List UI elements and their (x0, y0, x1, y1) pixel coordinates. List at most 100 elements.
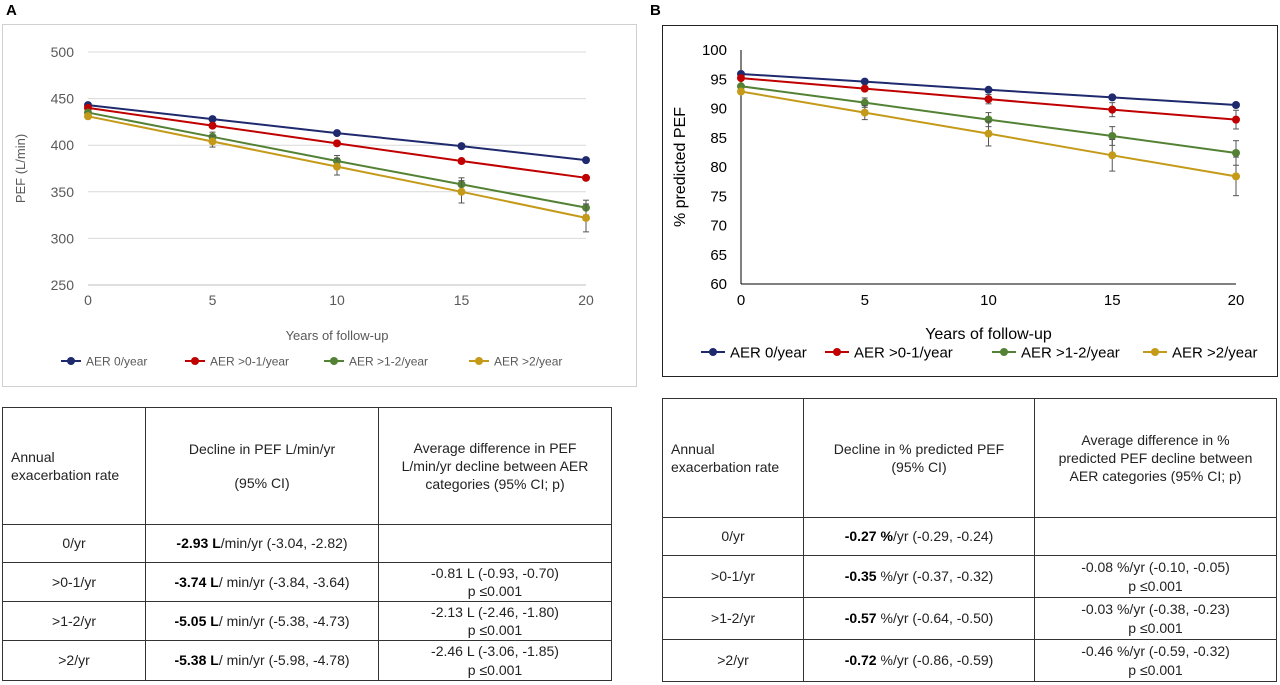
legend-label: AER 0/year (730, 344, 807, 361)
row-diff-value: -0.08 %/yr (-0.10, -0.05) (1081, 559, 1230, 576)
table-b: Annual exacerbation rate Decline in % pr… (662, 398, 1277, 682)
header-line: exacerbation rate (671, 459, 780, 475)
row-decline: -0.27 %/yr (-0.29, -0.24) (803, 517, 1035, 556)
table-row: >2/yr -0.72 %/yr (-0.86, -0.59) -0.46 %/… (662, 639, 1277, 682)
row-diff (1034, 517, 1277, 556)
row-ci: %/yr (-0.37, -0.32) (876, 568, 994, 585)
legend-marker (330, 357, 338, 365)
x-tick-label: 15 (1104, 292, 1121, 309)
panel-label-b: B (650, 2, 661, 19)
row-diff-value: -0.03 %/yr (-0.38, -0.23) (1081, 601, 1230, 618)
data-point (860, 98, 869, 107)
chart-a: 250 300 350 400 450 500 0 5 10 15 20 Years of follo… (13, 44, 594, 368)
row-diff: -0.46 %/yr (-0.59, -0.32) p ≤0.001 (1034, 639, 1277, 682)
row-diff-p: p ≤0.001 (1128, 619, 1183, 636)
row-decline: -3.74 L/ min/yr (-3.84, -3.64) (145, 562, 379, 602)
data-point (457, 187, 466, 196)
legend-label: AER >2/year (1172, 344, 1257, 361)
header-line: Decline in PEF L/min/yr (188, 440, 336, 457)
row-cat: >2/yr (662, 639, 804, 682)
data-point (984, 129, 993, 138)
table-a-header-decline: Decline in PEF L/min/yr (95% CI) (145, 407, 379, 525)
x-axis-title: Years of follow-up (925, 326, 1052, 343)
data-point (208, 115, 217, 124)
y-tick-label: 450 (51, 91, 75, 107)
table-row: >0-1/yr -0.35 %/yr (-0.37, -0.32) -0.08 … (662, 555, 1277, 598)
legend-label: AER >1-2/year (1021, 344, 1120, 361)
table-row: >1-2/yr -0.57 %/yr (-0.64, -0.50) -0.03 … (662, 597, 1277, 640)
header-line: (95% CI) (234, 475, 290, 491)
row-cat: 0/yr (662, 517, 804, 556)
x-tick-label: 5 (861, 292, 869, 309)
row-ci: / min/yr (-5.38, -4.73) (218, 612, 350, 629)
y-axis-title: % predicted PEF (672, 107, 689, 227)
y-tick-label: 300 (51, 230, 75, 246)
legend-marker (67, 357, 75, 365)
x-tick-label: 20 (578, 292, 594, 308)
header-line: exacerbation rate (11, 467, 120, 483)
header-line: Decline in % predicted PEF (833, 440, 1005, 457)
header-line: AER categories (95% CI; p) (1069, 468, 1242, 485)
row-estimate: -0.57 (844, 610, 877, 627)
table-a-header-diff: Average difference in PEF L/min/yr decli… (378, 407, 612, 525)
row-cat: >0-1/yr (662, 555, 804, 598)
data-point (1232, 115, 1240, 124)
row-estimate: -3.74 L (174, 573, 219, 590)
legend-marker (191, 357, 199, 365)
chart-b: 60 65 70 75 80 85 90 95 100 0 5 10 15 20 Years of foll… (672, 42, 1257, 361)
row-diff-p: p ≤0.001 (467, 661, 523, 678)
row-estimate: -0.72 (844, 652, 877, 669)
row-diff-p: p ≤0.001 (467, 583, 523, 599)
header-line: (95% CI) (891, 459, 947, 475)
row-diff: -2.13 L (-2.46, -1.80) p ≤0.001 (378, 601, 612, 641)
table-b-header-row: Annual exacerbation rate Decline in % pr… (662, 398, 1277, 518)
data-point (208, 137, 217, 146)
y-tick-label: 70 (710, 218, 727, 235)
legend-marker (833, 348, 841, 356)
row-cat: >1-2/yr (2, 601, 146, 641)
row-estimate: -5.05 L (174, 612, 219, 629)
row-decline: -2.93 L/min/yr (-3.04, -2.82) (145, 524, 379, 563)
data-point (457, 142, 466, 151)
table-b-header-diff: Average difference in % predicted PEF de… (1034, 398, 1277, 518)
data-point (737, 87, 745, 96)
row-diff: -0.03 %/yr (-0.38, -0.23) p ≤0.001 (1034, 597, 1277, 640)
table-a-header-cat: Annual exacerbation rate (2, 407, 146, 525)
legend-label: AER >2/year (494, 354, 562, 368)
data-point (737, 74, 745, 83)
y-tick-label: 95 (710, 71, 727, 88)
row-estimate: -5.38 L (174, 652, 219, 669)
data-point (582, 213, 590, 222)
x-tick-label: 15 (454, 292, 470, 308)
row-decline: -0.72 %/yr (-0.86, -0.59) (803, 639, 1035, 682)
legend-label: AER >0-1/year (854, 344, 953, 361)
table-a-header-row: Annual exacerbation rate Decline in PEF … (2, 407, 612, 525)
data-point (84, 112, 92, 121)
row-diff-p: p ≤0.001 (1128, 661, 1183, 678)
data-point (333, 129, 341, 138)
legend-marker (475, 357, 483, 365)
x-axis-title: Years of follow-up (286, 328, 389, 343)
data-point (1108, 151, 1117, 160)
row-cat: 0/yr (2, 524, 146, 563)
header-line: categories (95% CI; p) (425, 476, 565, 493)
data-point (333, 162, 341, 171)
row-diff-value: -2.46 L (-3.06, -1.85) (431, 643, 559, 660)
row-diff: -0.08 %/yr (-0.10, -0.05) p ≤0.001 (1034, 555, 1277, 598)
row-diff-p: p ≤0.001 (467, 622, 523, 638)
row-estimate: -2.93 L (176, 535, 221, 552)
legend-marker (1000, 348, 1008, 356)
row-diff-p: p ≤0.001 (1128, 577, 1183, 594)
table-row: >0-1/yr -3.74 L/ min/yr (-3.84, -3.64) -… (2, 562, 612, 602)
x-tick-label: 0 (737, 292, 745, 309)
data-point (1108, 105, 1117, 114)
row-cat: >1-2/yr (662, 597, 804, 640)
data-point (333, 139, 341, 148)
y-tick-label: 500 (51, 44, 75, 60)
data-point (1232, 100, 1240, 109)
y-tick-label: 80 (710, 159, 727, 176)
row-ci: %/yr (-0.64, -0.50) (876, 610, 994, 627)
row-ci: /yr (-0.29, -0.24) (892, 528, 994, 545)
data-point (860, 77, 869, 86)
data-point (1108, 131, 1117, 140)
